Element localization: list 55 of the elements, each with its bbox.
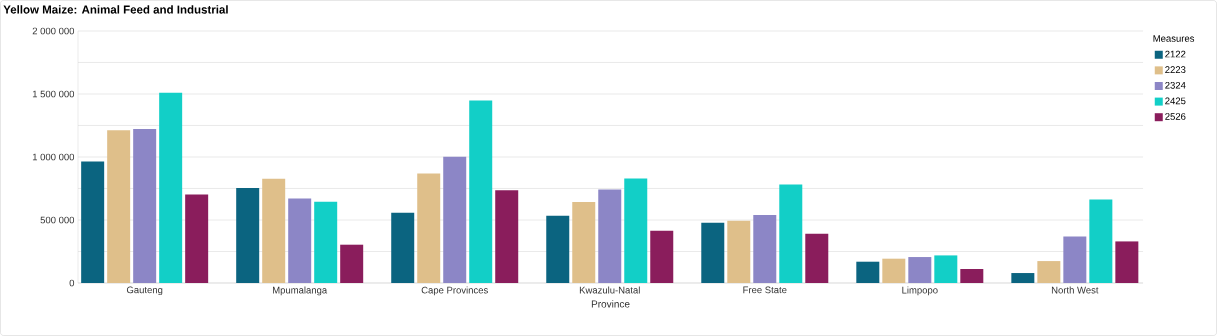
bar [340,244,364,283]
bar [546,215,570,283]
x-axis-title: Province [591,300,630,308]
bar [934,255,958,283]
bar [1115,241,1139,283]
x-tick-label: Cape Provinces [421,286,488,296]
x-tick-label: Gauteng [126,286,163,296]
bar [1011,273,1035,283]
bar [133,128,157,283]
legend-label: 2122 [1165,50,1186,58]
y-tick-label: 1 000 000 [32,153,75,161]
y-tick-label: 1 500 000 [32,90,75,98]
legend-label: 2526 [1165,113,1186,120]
bar [856,261,880,283]
bar [417,173,441,283]
legend-label: 2324 [1165,81,1186,89]
bar [81,161,105,283]
legend-label: 2223 [1165,66,1186,74]
bar [1063,236,1087,283]
bar [753,215,777,283]
y-tick-label: 500 000 [40,216,75,224]
y-tick-label: 2 000 000 [32,27,75,35]
bar [185,194,209,283]
bar [1037,261,1061,283]
bar [572,202,596,283]
x-tick-label: Free State [743,286,787,294]
bar [960,269,984,283]
bar [650,230,674,283]
x-tick-label: Kwazulu-Natal [579,286,640,294]
bar [908,257,932,283]
bar [805,233,829,283]
legend-title: Measures [1153,35,1195,42]
y-tick-label: 0 [69,279,75,287]
bar [779,184,803,283]
chart-title: Yellow Maize: Animal Feed and Industrial [3,5,228,14]
legend-label: 2425 [1165,97,1186,105]
x-tick-label: Limpopo [902,286,938,296]
bar [107,130,131,283]
bar [314,201,338,283]
bar [288,198,312,283]
bar [236,188,260,283]
bar [262,178,286,283]
bar [443,156,467,283]
bar [495,190,519,283]
bar [598,189,622,283]
x-tick-label: North West [1051,286,1099,294]
bar [159,92,183,283]
bar [882,258,906,283]
bar [469,100,493,283]
bar [391,212,415,283]
x-tick-label: Mpumalanga [273,286,328,296]
bar [701,222,725,283]
bar [727,220,751,283]
bar [624,178,648,283]
bar [1089,199,1113,283]
